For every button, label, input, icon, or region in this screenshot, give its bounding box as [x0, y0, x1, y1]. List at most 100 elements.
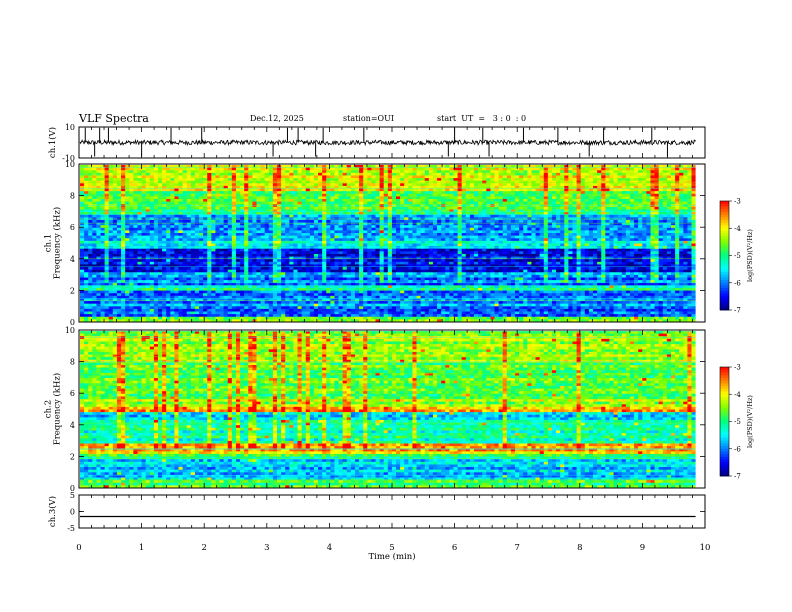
- spectrogram-cell: [478, 188, 483, 192]
- spectrogram-cell: [408, 212, 413, 216]
- spectrogram-cell: [141, 248, 147, 252]
- spectrogram-cell: [359, 206, 364, 210]
- spectrogram-cell: [539, 227, 545, 231]
- spectrogram-cell: [88, 214, 93, 218]
- spectrogram-cell: [650, 204, 655, 208]
- spectrogram-cell: [646, 240, 651, 244]
- spectrogram-cell: [248, 214, 253, 218]
- spectrogram-cell: [371, 230, 376, 234]
- spectrogram-cell: [605, 222, 610, 226]
- spectrogram-cell: [453, 222, 458, 226]
- spectrogram-cell: [621, 209, 627, 213]
- spectrogram-cell: [244, 222, 249, 226]
- spectrogram-cell: [658, 188, 664, 192]
- spectrogram-cell: [437, 178, 442, 182]
- spectrogram-cell: [207, 212, 212, 216]
- spectrogram-cell: [112, 201, 118, 205]
- spectrogram-cell: [227, 170, 233, 174]
- spectrogram-cell: [387, 201, 393, 205]
- spectrogram-cell: [593, 196, 598, 200]
- spectrogram-cell: [182, 204, 188, 208]
- spectrogram-cell: [654, 225, 660, 229]
- spectrogram-cell: [506, 233, 512, 237]
- spectrogram-cell: [629, 227, 635, 231]
- spectrogram-cell: [121, 212, 126, 216]
- spectrogram-cell: [502, 191, 508, 195]
- spectrogram-cell: [498, 238, 504, 242]
- spectrogram-cell: [116, 230, 122, 234]
- spectrogram-cell: [675, 240, 680, 244]
- spectrogram-cell: [80, 185, 85, 189]
- spectrogram-cell: [662, 199, 668, 203]
- spectrogram-cell: [100, 191, 106, 195]
- spectrogram-cell: [199, 227, 204, 231]
- spectrogram-cell: [141, 235, 147, 239]
- spectrogram-cell: [486, 227, 491, 231]
- spectrogram-cell: [326, 185, 331, 189]
- spectrogram-cell: [428, 191, 434, 195]
- spectrogram-cell: [560, 199, 565, 203]
- spectrogram-cell: [498, 191, 504, 195]
- spectrogram-cell: [379, 178, 385, 182]
- spectrogram-cell: [227, 175, 233, 179]
- spectrogram-cell: [293, 170, 298, 174]
- spectrogram-cell: [383, 185, 389, 189]
- spectrogram-cell: [367, 206, 372, 210]
- spectrogram-cell: [162, 243, 167, 247]
- spectrogram-cell: [502, 188, 508, 192]
- spectrogram-cell: [601, 175, 606, 179]
- spectrogram-cell: [605, 214, 610, 218]
- spectrogram-cell: [334, 222, 339, 226]
- spectrogram-cell: [494, 243, 500, 247]
- spectrogram-cell: [396, 185, 401, 189]
- spectrogram-cell: [658, 240, 664, 244]
- spectrogram-cell: [96, 248, 101, 252]
- spectrogram-cell: [350, 235, 356, 239]
- spectrogram-cell: [145, 206, 151, 210]
- spectrogram-cell: [650, 214, 655, 218]
- spectrogram-cell: [305, 248, 311, 252]
- spectrogram-cell: [588, 172, 594, 176]
- spectrogram-cell: [338, 165, 344, 169]
- spectrogram-cell: [576, 212, 582, 216]
- spectrogram-cell: [404, 196, 409, 200]
- spectrogram-cell: [145, 238, 151, 242]
- spectrogram-cell: [432, 193, 438, 197]
- spectrogram-cell: [593, 170, 598, 174]
- spectrogram-cell: [412, 191, 417, 195]
- spectrogram-cell: [305, 212, 311, 216]
- spectrogram-cell: [613, 230, 619, 234]
- spectrogram-cell: [453, 185, 458, 189]
- spectrogram-cell: [297, 193, 303, 197]
- spectrogram-cell: [515, 230, 520, 234]
- spectrogram-cell: [145, 170, 151, 174]
- spectrogram-cell: [334, 209, 339, 213]
- spectrogram-cell: [543, 214, 549, 218]
- spectrogram-cell: [350, 219, 356, 223]
- spectrogram-cell: [383, 191, 389, 195]
- spectrogram-cell: [687, 201, 692, 205]
- spectrogram-cell: [617, 243, 623, 247]
- spectrogram-cell: [494, 206, 500, 210]
- spectrogram-cell: [670, 191, 676, 195]
- spectrogram-cell: [666, 196, 672, 200]
- spectrogram-cell: [588, 235, 594, 239]
- spectrogram-cell: [96, 191, 101, 195]
- spectrogram-cell: [379, 214, 385, 218]
- spectrogram-cell: [190, 222, 196, 226]
- spectrogram-cell: [153, 225, 159, 229]
- spectrogram-cell: [666, 201, 672, 205]
- spectrogram-cell: [428, 196, 434, 200]
- spectrogram-cell: [268, 178, 274, 182]
- spectrogram-cell: [465, 214, 471, 218]
- spectrogram-cell: [350, 225, 356, 229]
- spectrogram-cell: [186, 175, 192, 179]
- spectrogram-cell: [502, 178, 508, 182]
- spectrogram-cell: [100, 230, 106, 234]
- spectrogram-cell: [96, 188, 101, 192]
- spectrogram-cell: [650, 172, 655, 176]
- spectrogram-cell: [203, 175, 208, 179]
- spectrogram-cell: [564, 170, 569, 174]
- spectrogram-cell: [170, 222, 175, 226]
- spectrogram-cell: [523, 214, 528, 218]
